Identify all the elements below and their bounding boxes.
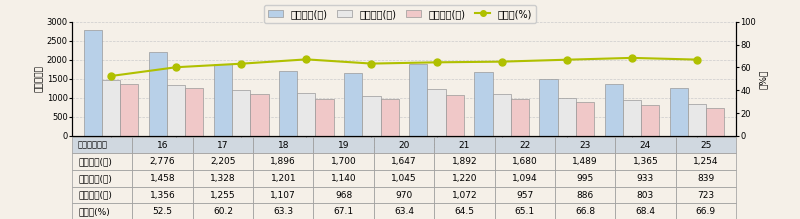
Bar [362,96,381,136]
Bar [510,99,529,136]
Bar [558,98,576,136]
Bar [214,64,232,136]
Bar [232,90,250,136]
Bar [344,73,362,136]
Bar [298,92,315,136]
Bar [102,80,120,136]
Bar [250,94,269,136]
Y-axis label: （%）: （%） [758,69,768,88]
Bar [315,99,334,136]
Bar [605,84,622,136]
Bar [576,102,594,136]
Bar [641,105,659,136]
Bar [493,94,510,136]
Bar [670,88,688,136]
Y-axis label: （件・人）: （件・人） [35,65,44,92]
Bar [427,90,446,136]
Bar [167,85,186,136]
Bar [706,108,724,136]
Bar [446,95,464,136]
Bar [688,104,706,136]
Bar [120,84,138,136]
Legend: 認知件数(件), 検挙件数(件), 検挙人員(人), 検挙率(%): 認知件数(件), 検挙件数(件), 検挙人員(人), 検挙率(%) [264,5,536,23]
Bar [539,79,558,136]
Bar [279,71,298,136]
Bar [474,72,493,136]
Bar [186,88,203,136]
Bar [381,99,398,136]
Bar [622,100,641,136]
Bar [149,52,167,136]
Bar [84,30,102,136]
Bar [410,64,427,136]
